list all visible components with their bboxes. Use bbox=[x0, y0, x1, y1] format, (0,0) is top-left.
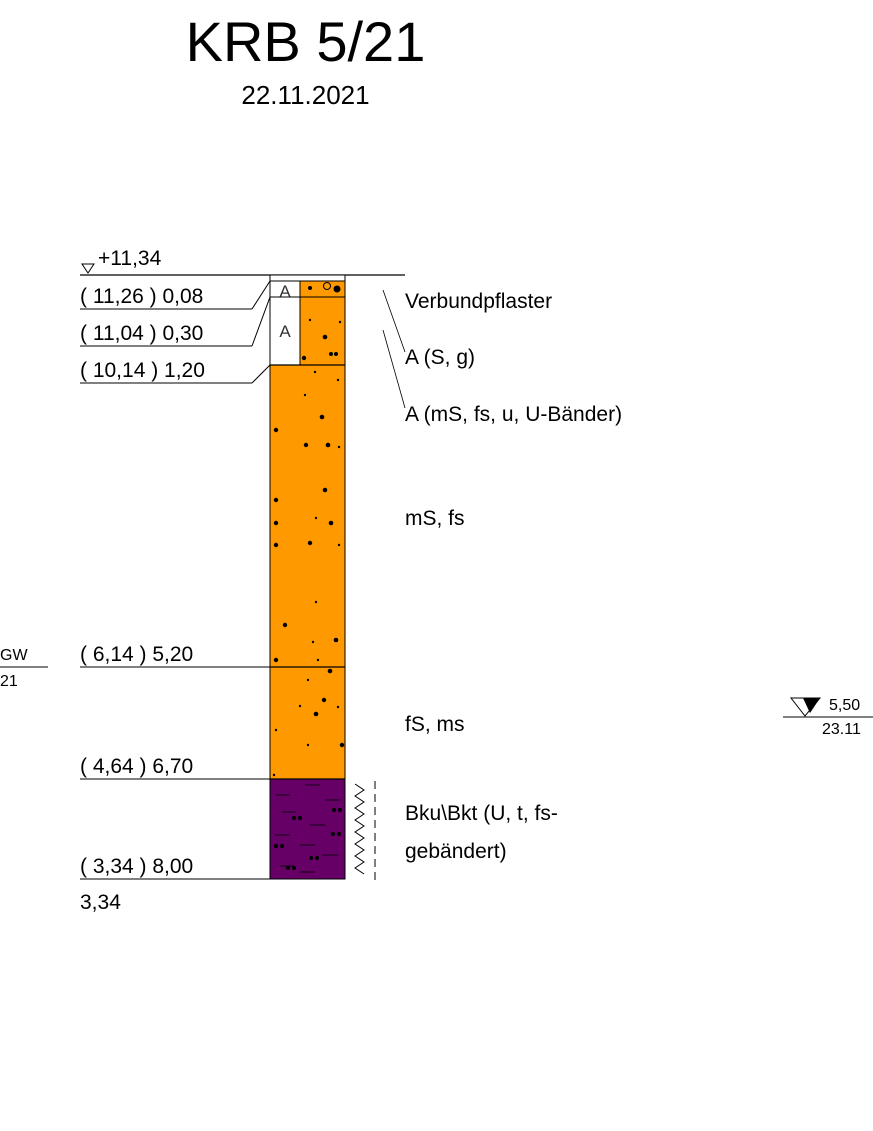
end-depth-label: 3,34 bbox=[80, 891, 121, 914]
depth-label: ( 11,26 ) 0,08 bbox=[80, 285, 204, 308]
layer-description: A (mS, fs, u, U-Bänder) bbox=[405, 403, 623, 426]
gravel-symbol bbox=[333, 285, 341, 293]
depth-leaders bbox=[80, 280, 271, 880]
description-leaders bbox=[382, 289, 406, 409]
layer-description: Bku\Bkt (U, t, fs- bbox=[405, 802, 558, 825]
depth-label: ( 3,34 ) 8,00 bbox=[80, 855, 194, 878]
fill-marker: A bbox=[279, 282, 291, 301]
groundwater-left-label: GW bbox=[0, 647, 28, 664]
groundwater-right-date: 23.11 bbox=[822, 721, 861, 738]
depth-label: ( 4,64 ) 6,70 bbox=[80, 755, 194, 778]
layer-ms-fs bbox=[269, 364, 346, 668]
layer-bku bbox=[269, 778, 346, 880]
clay-hatch bbox=[275, 784, 340, 873]
layer-description: mS, fs bbox=[405, 507, 465, 530]
consistency-zigzag bbox=[354, 783, 365, 875]
groundwater-right-depth: 5,50 bbox=[829, 697, 861, 714]
clay-dots bbox=[274, 808, 342, 870]
layer-fill-ms bbox=[299, 296, 346, 366]
depth-label: ( 6,14 ) 5,20 bbox=[80, 643, 194, 666]
layer-description: Verbundpflaster bbox=[405, 290, 553, 313]
gravel-symbol bbox=[323, 282, 331, 290]
depth-label: ( 11,04 ) 0,30 bbox=[80, 322, 204, 345]
layer-pavement bbox=[269, 274, 346, 282]
depth-label: ( 10,14 ) 1,20 bbox=[80, 359, 205, 382]
elevation-marker-icon bbox=[81, 263, 95, 274]
fill-marker: A bbox=[279, 322, 291, 341]
layer-description: fS, ms bbox=[405, 713, 465, 736]
top-elevation: +11,34 bbox=[98, 247, 162, 270]
layer-description: A (S, g) bbox=[405, 346, 476, 369]
profile-title: KRB 5/21 bbox=[185, 10, 426, 73]
sand-dots bbox=[272, 286, 345, 777]
layer-description: gebändert) bbox=[405, 840, 507, 863]
layer-fs-ms bbox=[269, 666, 346, 780]
groundwater-icon-fill bbox=[803, 698, 820, 713]
profile-date: 22.11.2021 bbox=[241, 80, 370, 110]
groundwater-left-date: 21 bbox=[0, 673, 18, 690]
